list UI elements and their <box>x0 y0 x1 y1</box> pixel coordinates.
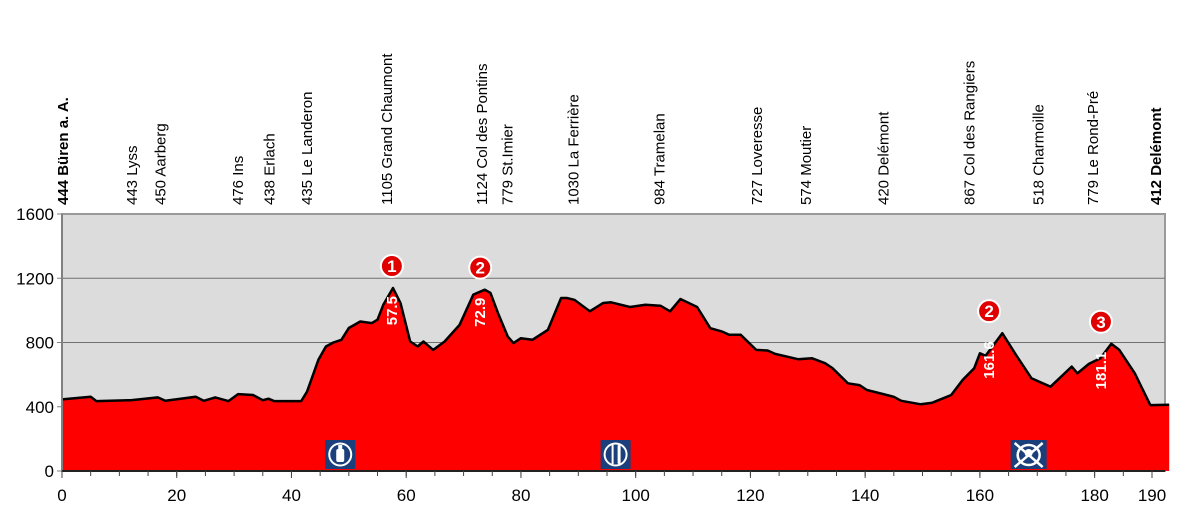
x-tick-label: 180 <box>1080 486 1108 505</box>
place-label: 779 St.Imier <box>500 124 517 205</box>
place-label: 984 Tramelan <box>652 113 669 205</box>
x-tick-label: 120 <box>736 486 764 505</box>
climb-marker: 2 161.6 <box>977 299 1002 379</box>
climb-marker: 3 181.1 <box>1088 309 1113 390</box>
y-tick-label: 800 <box>26 334 54 353</box>
y-tick-label: 1200 <box>16 269 54 288</box>
x-tick-label: 80 <box>511 486 530 505</box>
icon-cross <box>1013 442 1044 468</box>
climb-category-badge <box>977 299 1002 324</box>
y-tick-label: 1600 <box>16 205 54 224</box>
place-label: 1124 Col des Pontins <box>474 64 491 205</box>
x-tick-label: 20 <box>167 486 186 505</box>
elevation-line <box>61 286 1170 407</box>
climb-category: 3 <box>1096 313 1105 332</box>
icon-inner <box>605 444 626 465</box>
place-label: 435 Le Landeron <box>299 92 316 205</box>
place-label: 518 Charmoille <box>1030 104 1047 205</box>
elevation-area <box>62 288 1170 471</box>
climb-km-label: 57.5 <box>384 296 401 325</box>
icon-bottle <box>336 449 345 462</box>
climb-km-label: 161.6 <box>981 341 998 379</box>
place-label: 779 Le Rond-Pré <box>1085 91 1102 205</box>
x-tick-label: 160 <box>966 486 994 505</box>
climb-category-badge <box>468 255 493 280</box>
place-label: 867 Col des Rangiers <box>961 61 978 205</box>
icon-figure <box>1024 449 1033 457</box>
icon-bottle-cap <box>338 445 343 449</box>
no-feed-zone-icon <box>1010 440 1047 469</box>
climb-marker: 272.9 <box>468 255 493 327</box>
x-tick-label: 60 <box>397 486 416 505</box>
place-label: 438 Erlach <box>262 133 279 205</box>
fork-knife-icon <box>600 440 631 469</box>
climb-category: 1 <box>387 257 396 276</box>
icon-ring <box>1016 443 1041 467</box>
place-label: 476 Ins <box>230 156 247 205</box>
place-label: 420 Delémont <box>875 111 892 205</box>
y-tick-label: 0 <box>45 462 54 481</box>
x-tick-label: 40 <box>282 486 301 505</box>
y-tick-label: 400 <box>26 398 54 417</box>
x-tick-label: 190 <box>1138 486 1166 505</box>
place-label: 412 Delémont <box>1148 107 1165 205</box>
climb-category: 2 <box>475 259 484 278</box>
water-bottle-icon <box>325 440 356 469</box>
place-label: 444 Büren a. A. <box>55 97 72 205</box>
climb-category: 2 <box>984 302 993 321</box>
icon-fork <box>611 445 614 464</box>
place-label: 1105 Grand Chaumont <box>379 53 396 205</box>
climb-category-badge <box>1088 309 1113 334</box>
x-tick-label: 100 <box>621 486 649 505</box>
place-label: 443 Lyss <box>124 146 141 205</box>
place-label: 574 Moutier <box>798 126 815 205</box>
climb-marker: 157.5 <box>379 254 404 325</box>
icon-knife <box>617 445 621 464</box>
x-tick-label: 0 <box>57 486 66 505</box>
place-label: 1030 La Ferrière <box>566 94 583 205</box>
climb-km-label: 72.9 <box>472 298 489 327</box>
place-label: 727 Loveresse <box>749 107 766 205</box>
climb-category-badge <box>379 254 404 279</box>
climb-km-label: 181.1 <box>1093 352 1110 390</box>
place-label: 450 Aarberg <box>153 123 170 205</box>
x-tick-label: 140 <box>851 486 879 505</box>
